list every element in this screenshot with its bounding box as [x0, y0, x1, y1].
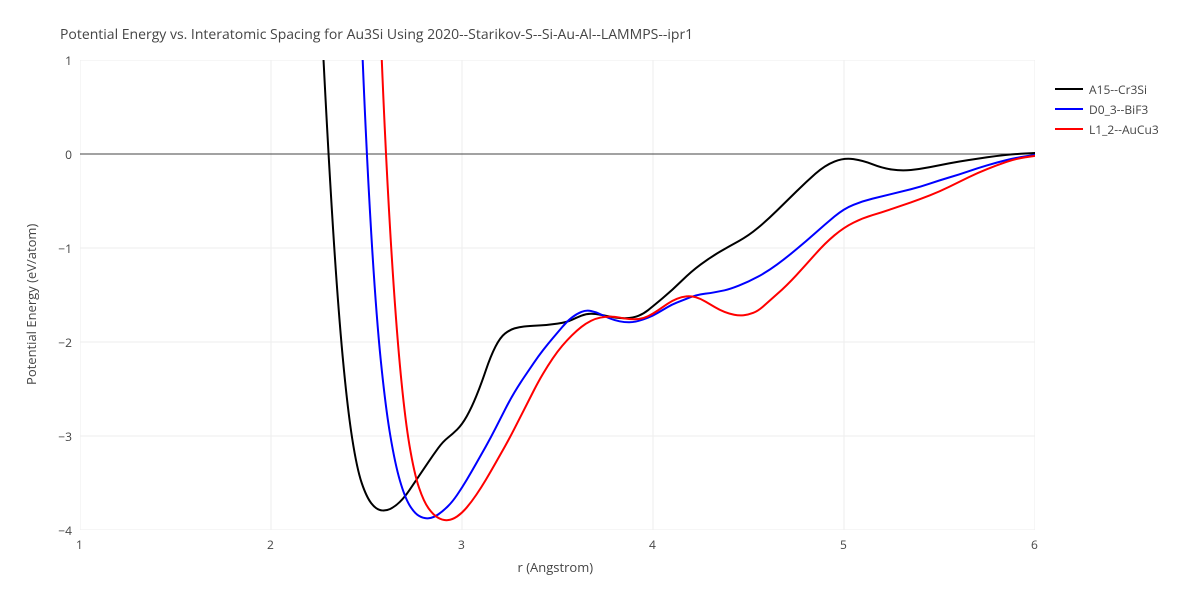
x-tick-label: 2: [267, 536, 274, 553]
y-tick-label: −4: [58, 522, 72, 539]
series-L1_2--AuCu3: [370, 60, 1035, 520]
chart-title: Potential Energy vs. Interatomic Spacing…: [60, 25, 693, 44]
legend-item[interactable]: A15--Cr3Si: [1055, 80, 1159, 98]
y-tick-label: −1: [58, 240, 72, 257]
x-tick-label: 1: [76, 536, 83, 553]
y-tick-label: −2: [58, 334, 72, 351]
legend-swatch: [1055, 108, 1083, 110]
y-tick-label: 0: [65, 146, 72, 163]
legend-item[interactable]: L1_2--AuCu3: [1055, 120, 1159, 138]
legend-label: L1_2--AuCu3: [1089, 121, 1159, 138]
y-tick-label: 1: [65, 52, 72, 69]
legend-item[interactable]: D0_3--BiF3: [1055, 100, 1159, 118]
legend: A15--Cr3Si D0_3--BiF3 L1_2--AuCu3: [1055, 80, 1159, 140]
x-tick-label: 5: [840, 536, 847, 553]
legend-label: D0_3--BiF3: [1089, 101, 1148, 118]
legend-swatch: [1055, 88, 1083, 90]
x-tick-label: 4: [649, 536, 656, 553]
series-D0_3--BiF3: [351, 60, 1035, 518]
legend-label: A15--Cr3Si: [1089, 81, 1147, 98]
x-tick-label: 6: [1031, 536, 1038, 553]
x-tick-label: 3: [458, 536, 465, 553]
y-axis-label: Potential Energy (eV/atom): [22, 224, 40, 385]
y-tick-label: −3: [58, 428, 72, 445]
series-A15--Cr3Si: [309, 60, 1035, 511]
x-axis-label: r (Angstrom): [518, 558, 594, 576]
legend-swatch: [1055, 128, 1083, 130]
